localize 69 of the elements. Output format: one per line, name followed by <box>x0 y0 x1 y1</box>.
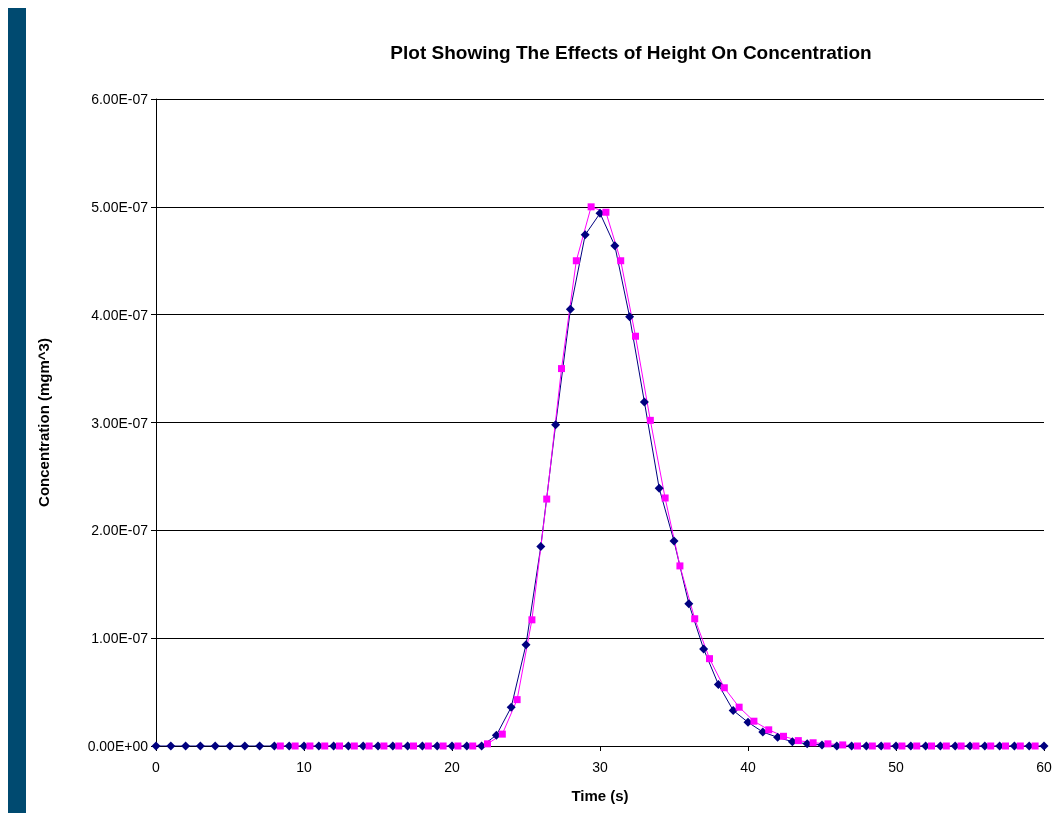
point <box>750 717 758 725</box>
point <box>306 742 314 750</box>
point <box>987 742 995 750</box>
point <box>942 742 950 750</box>
point <box>883 742 891 750</box>
point <box>646 416 654 424</box>
point <box>291 742 299 750</box>
y-tick-label: 5.00E-07 <box>91 198 149 215</box>
x-tick-label: 50 <box>888 759 904 775</box>
y-tick-label: 0.00E+00 <box>87 738 149 754</box>
point <box>913 742 921 750</box>
point <box>276 742 284 750</box>
y-axis-title: Concentration (mgm^3) <box>35 338 52 507</box>
point <box>632 332 640 340</box>
point <box>691 615 699 623</box>
y-tick-label: 3.00E-07 <box>91 414 149 431</box>
point <box>336 742 344 750</box>
point <box>558 365 566 373</box>
point <box>484 740 492 748</box>
point <box>498 730 506 738</box>
point <box>898 742 906 750</box>
point <box>676 562 684 570</box>
point <box>602 208 610 216</box>
point <box>410 742 418 750</box>
point <box>439 742 447 750</box>
point <box>824 740 832 748</box>
x-tick-label: 40 <box>740 759 756 775</box>
x-tick-label: 0 <box>152 759 161 775</box>
x-tick-label: 20 <box>444 759 460 775</box>
x-tick-label: 30 <box>592 759 608 775</box>
x-tick-label: 10 <box>296 759 312 775</box>
point <box>513 696 521 704</box>
y-tick-label: 4.00E-07 <box>91 306 149 323</box>
y-tick-label: 2.00E-07 <box>91 522 149 539</box>
point <box>854 742 862 750</box>
point <box>350 742 358 750</box>
y-tick-label: 1.00E-07 <box>91 630 149 647</box>
point <box>454 742 462 750</box>
chart-title: Plot Showing The Effects of Height On Concentration <box>390 42 872 63</box>
x-axis-title: Time (s) <box>571 787 629 804</box>
point <box>720 684 728 692</box>
point <box>794 737 802 745</box>
point <box>572 257 580 265</box>
point <box>424 742 432 750</box>
point <box>1002 742 1010 750</box>
point <box>543 495 551 503</box>
point <box>365 742 373 750</box>
point <box>780 732 788 740</box>
point <box>395 742 403 750</box>
point <box>469 742 477 750</box>
point <box>661 494 669 502</box>
point <box>839 741 847 749</box>
point <box>928 742 936 750</box>
point <box>528 616 536 624</box>
point <box>1031 742 1039 750</box>
point <box>972 742 980 750</box>
point <box>735 703 743 711</box>
point <box>957 742 965 750</box>
point <box>321 742 329 750</box>
y-tick-label: 6.00E-07 <box>91 91 149 107</box>
point <box>380 742 388 750</box>
point <box>868 742 876 750</box>
point <box>1016 742 1024 750</box>
x-tick-label: 60 <box>1036 759 1052 775</box>
point <box>706 655 714 663</box>
point <box>587 203 595 211</box>
point <box>617 257 625 265</box>
point <box>765 726 773 734</box>
point <box>809 739 817 747</box>
